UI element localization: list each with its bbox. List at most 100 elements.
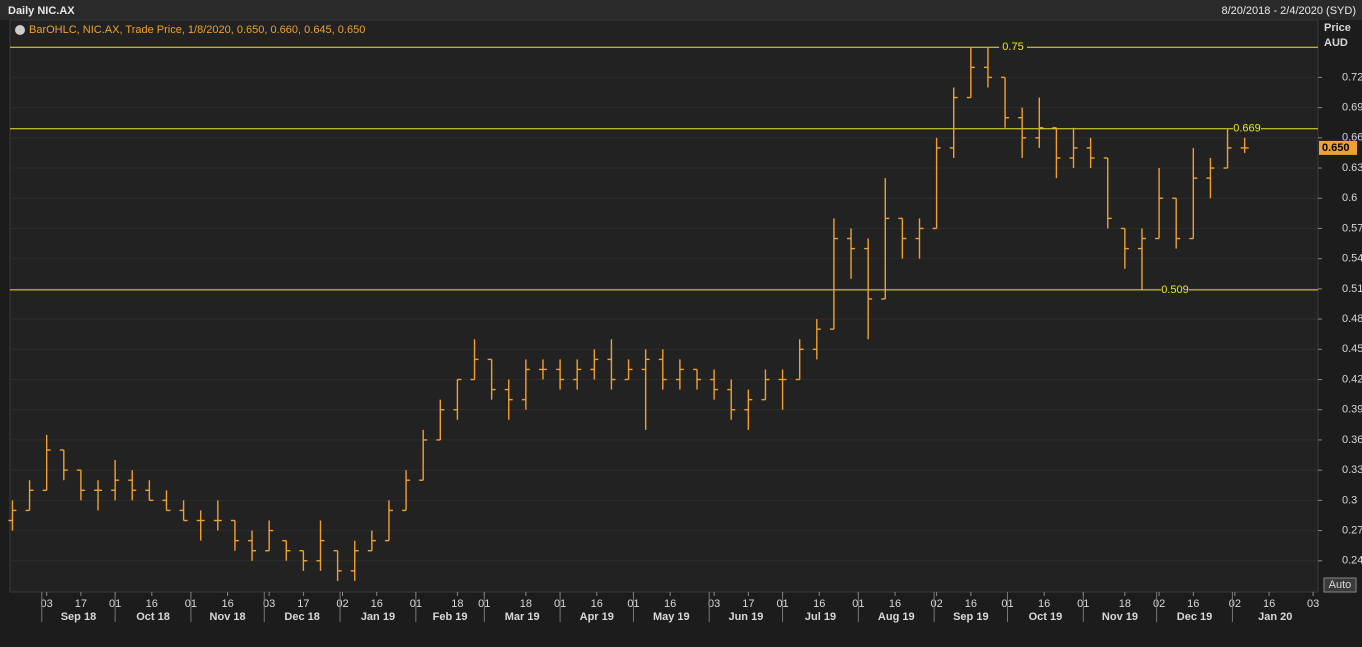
reference-label-bg bbox=[1233, 122, 1261, 135]
y-tick-label: 0.51 bbox=[1342, 283, 1362, 295]
y-tick-label: 0.57 bbox=[1342, 222, 1362, 234]
ohlc-bar bbox=[1103, 157, 1112, 229]
ohlc-bar bbox=[230, 519, 239, 551]
y-tick-label: 0.24 bbox=[1342, 555, 1362, 567]
ohlc-bar bbox=[316, 520, 325, 571]
plot-area bbox=[9, 19, 1319, 593]
ohlc-bar bbox=[111, 460, 120, 501]
y-tick-label: 0.66 bbox=[1342, 132, 1362, 144]
y-tick-label: 0.48 bbox=[1342, 313, 1362, 325]
last-price-box bbox=[1319, 140, 1357, 155]
ohlc-bar bbox=[8, 500, 17, 531]
month-label: Apr 19 bbox=[580, 611, 614, 623]
x-tick-label: 17 bbox=[742, 598, 754, 610]
y-tick-label: 0.39 bbox=[1342, 404, 1362, 416]
date-range: 8/20/2018 - 2/4/2020 (SYD) bbox=[1221, 5, 1356, 17]
x-tick-label: 02 bbox=[930, 598, 942, 610]
month-label: Feb 19 bbox=[433, 611, 468, 623]
x-tick-label: 02 bbox=[336, 598, 348, 610]
last-price-label: 0.650 bbox=[1322, 142, 1350, 154]
reference-label: 0.509 bbox=[1161, 284, 1189, 296]
auto-button-frame[interactable] bbox=[1323, 577, 1357, 593]
ohlc-bar bbox=[915, 218, 924, 259]
ohlc-bar bbox=[213, 500, 222, 531]
month-label: May 19 bbox=[653, 611, 690, 623]
y-tick-label: 0.72 bbox=[1342, 71, 1362, 83]
y-tick-label: 0.69 bbox=[1342, 102, 1362, 114]
ohlc-bar bbox=[744, 389, 753, 430]
month-label: Jun 19 bbox=[728, 611, 763, 623]
ohlc-bar bbox=[521, 359, 530, 410]
x-tick-label: 16 bbox=[664, 598, 676, 610]
ohlc-bar bbox=[949, 87, 958, 158]
x-tick-label: 03 bbox=[1307, 598, 1319, 610]
month-label: Oct 18 bbox=[136, 611, 170, 623]
x-tick-label: 18 bbox=[520, 598, 532, 610]
ohlc-bar bbox=[1001, 76, 1010, 128]
x-tick-label: 18 bbox=[1119, 598, 1131, 610]
x-tick-label: 18 bbox=[451, 598, 463, 610]
x-tick-label: 02 bbox=[1153, 598, 1165, 610]
ohlc-bar bbox=[1069, 127, 1078, 169]
x-tick-label: 17 bbox=[297, 598, 309, 610]
y-tick-label: 0.42 bbox=[1342, 373, 1362, 385]
ohlc-bar bbox=[367, 530, 376, 552]
ohlc-bar bbox=[265, 520, 274, 552]
ohlc-bar bbox=[402, 470, 411, 512]
ohlc-bar bbox=[76, 469, 85, 501]
ohlc-bar bbox=[847, 228, 856, 279]
ohlc-bar bbox=[196, 510, 205, 541]
ohlc-bar bbox=[453, 378, 462, 420]
ohlc-bar bbox=[1172, 197, 1181, 249]
ohlc-bar bbox=[1052, 127, 1061, 179]
ohlc-bar bbox=[864, 238, 873, 340]
ohlc-bar bbox=[145, 480, 154, 502]
month-label: Nov 18 bbox=[210, 611, 246, 623]
ohlc-bar bbox=[42, 434, 51, 491]
ohlc-bar bbox=[1086, 137, 1095, 169]
ohlc-bar bbox=[248, 530, 257, 561]
ohlc-bar bbox=[829, 218, 838, 330]
y-tick-label: 0.27 bbox=[1342, 524, 1362, 536]
x-tick-label: 16 bbox=[813, 598, 825, 610]
ohlc-bar bbox=[1120, 227, 1129, 269]
ohlc-bar bbox=[795, 339, 804, 381]
x-tick-label: 16 bbox=[965, 598, 977, 610]
month-label: Mar 19 bbox=[505, 611, 540, 623]
auto-button[interactable]: Auto bbox=[1323, 577, 1357, 593]
month-label: Aug 19 bbox=[878, 611, 915, 623]
ohlc-bar bbox=[504, 379, 513, 420]
ohlc-bar bbox=[556, 359, 565, 390]
month-label: Jul 19 bbox=[805, 611, 836, 623]
ohlc-bar bbox=[59, 449, 68, 481]
x-tick-label: 16 bbox=[1263, 598, 1275, 610]
x-tick-label: 16 bbox=[1038, 598, 1050, 610]
reference-label: 0.75 bbox=[1002, 41, 1023, 53]
ohlc-bar bbox=[1223, 128, 1232, 169]
ohlc-bar bbox=[658, 349, 667, 390]
month-label: Dec 19 bbox=[1177, 611, 1212, 623]
x-tick-label: 03 bbox=[263, 598, 275, 610]
window-title: Daily NIC.AX bbox=[8, 5, 75, 17]
ohlc-bar bbox=[983, 47, 992, 88]
x-tick-label: 03 bbox=[708, 598, 720, 610]
ohlc-bar bbox=[128, 470, 137, 501]
y-tick-label: 0.45 bbox=[1342, 343, 1362, 355]
auto-button-label[interactable]: Auto bbox=[1329, 579, 1352, 591]
ohlc-bar bbox=[94, 480, 103, 511]
ohlc-bar bbox=[932, 137, 941, 230]
reference-label: 0.669 bbox=[1233, 123, 1261, 135]
ohlc-bar bbox=[299, 550, 308, 571]
ohlc-bar bbox=[1155, 168, 1164, 240]
ohlc-bar bbox=[812, 319, 821, 360]
x-tick-label: 16 bbox=[146, 598, 158, 610]
y-tick-label: 0.6 bbox=[1342, 192, 1357, 204]
ohlc-bar bbox=[641, 349, 650, 430]
ohlc-bar bbox=[573, 359, 582, 390]
ohlc-bar bbox=[25, 480, 34, 512]
x-tick-label: 16 bbox=[1187, 598, 1199, 610]
month-label: Nov 19 bbox=[1102, 611, 1138, 623]
ohlc-bar bbox=[1240, 137, 1249, 153]
ohlc-bar bbox=[350, 540, 359, 581]
